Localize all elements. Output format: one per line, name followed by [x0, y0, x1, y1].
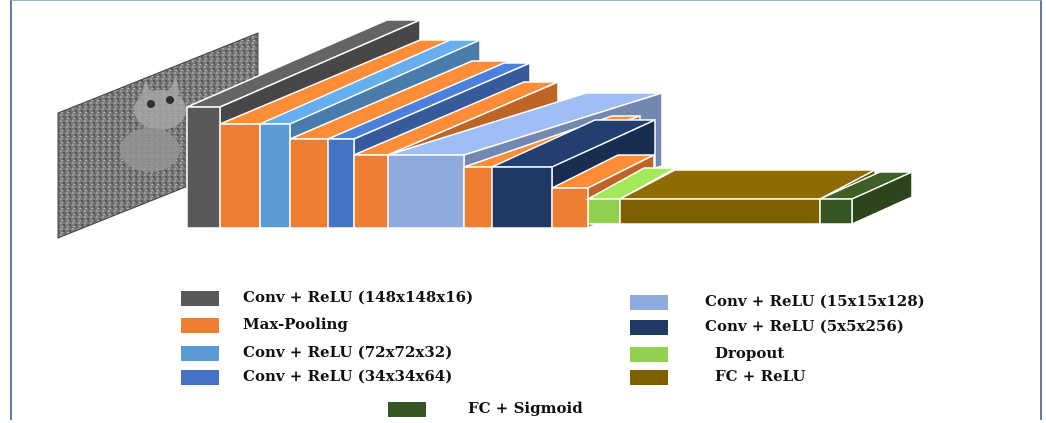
legend-label: Conv + ReLU (72x72x32)	[243, 343, 453, 361]
legend-swatch	[181, 346, 219, 361]
legend-label: Conv + ReLU (5x5x256)	[705, 317, 904, 335]
legend-swatch	[630, 320, 668, 335]
legend-label: Conv + ReLU (15x15x128)	[705, 292, 925, 310]
block-fc-sigmoid	[819, 170, 913, 226]
legend-label: FC + ReLU	[715, 367, 806, 385]
legend-swatch	[630, 295, 668, 310]
legend-label: FC + Sigmoid	[468, 399, 583, 417]
layer-blocks	[186, 18, 913, 230]
legend-swatch	[630, 370, 668, 385]
legend-label: Max-Pooling	[243, 315, 348, 333]
input-image	[57, 32, 259, 239]
cat-photo-icon	[120, 76, 186, 172]
legend-label: Conv + ReLU (148x148x16)	[243, 288, 474, 306]
legend-swatch	[388, 402, 426, 417]
legend-label: Dropout	[715, 344, 785, 362]
legend-swatch	[630, 347, 668, 362]
legend-swatch	[181, 370, 219, 385]
legend-swatch	[181, 318, 219, 333]
figure-frame	[10, 0, 1042, 420]
legend-label: Conv + ReLU (34x34x64)	[243, 367, 453, 385]
legend-swatch	[181, 291, 219, 306]
